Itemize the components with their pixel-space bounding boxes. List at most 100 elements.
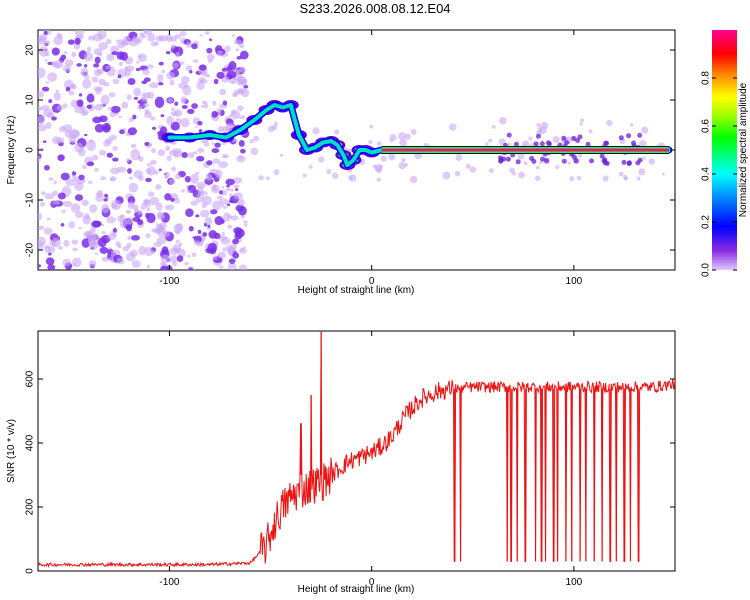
noise-speckle [169, 79, 175, 86]
noise-speckle [109, 134, 117, 141]
noise-speckle [150, 41, 158, 47]
noise-speckle [70, 83, 76, 89]
noise-speckle [195, 214, 200, 218]
noise-speckle [159, 126, 168, 135]
noise-speckle [84, 133, 88, 137]
noise-speckle [60, 172, 70, 181]
snr-ytick-label: 0 [25, 568, 36, 574]
noise-speckle [539, 141, 545, 147]
noise-speckle [139, 32, 145, 37]
noise-speckle [71, 171, 77, 176]
noise-speckle [212, 158, 221, 164]
snr-x-axis-label: Height of straight line (km) [298, 584, 415, 595]
noise-speckle [236, 55, 243, 60]
noise-speckle [217, 125, 225, 133]
noise-speckle [38, 236, 47, 247]
noise-speckle [52, 200, 61, 205]
noise-speckle [227, 215, 233, 219]
noise-speckle [38, 46, 49, 57]
noise-speckle [661, 172, 665, 176]
noise-speckle [43, 108, 53, 118]
noise-speckle [199, 209, 210, 218]
noise-speckle [86, 161, 95, 167]
noise-speckle [198, 129, 203, 134]
noise-speckle [465, 163, 471, 169]
noise-speckle [144, 246, 153, 257]
noise-speckle [240, 88, 250, 98]
noise-speckle [126, 210, 130, 213]
noise-speckle [220, 237, 231, 245]
noise-speckle [204, 31, 210, 35]
noise-speckle [185, 185, 190, 189]
spectrogram-xtick-label: 0 [369, 276, 375, 287]
noise-speckle [534, 175, 541, 182]
noise-speckle [546, 141, 552, 147]
noise-speckle [117, 74, 122, 79]
noise-speckle [176, 255, 184, 262]
noise-speckle [76, 99, 84, 107]
noise-speckle [206, 47, 213, 54]
noise-speckle [101, 123, 112, 133]
noise-speckle [160, 265, 170, 270]
noise-speckle [38, 264, 42, 268]
snr-ytick-label: 200 [25, 498, 36, 515]
noise-speckle [43, 227, 53, 235]
noise-speckle [91, 76, 99, 83]
noise-speckle [53, 92, 61, 101]
noise-speckle [240, 247, 244, 252]
noise-speckle [173, 62, 179, 69]
noise-speckle [638, 168, 646, 176]
noise-speckle [258, 175, 264, 181]
noise-speckle [226, 184, 230, 188]
noise-speckle [51, 61, 56, 67]
noise-speckle [195, 193, 205, 203]
noise-speckle [235, 48, 240, 52]
noise-speckle [507, 142, 512, 147]
noise-speckle [160, 114, 165, 118]
noise-speckle [226, 203, 231, 207]
noise-speckle [218, 198, 229, 205]
noise-speckle [158, 168, 162, 172]
noise-speckle [173, 154, 178, 158]
snr-ytick-label: 600 [25, 370, 36, 387]
noise-speckle [513, 141, 519, 147]
noise-speckle [179, 31, 187, 37]
noise-speckle [137, 105, 143, 110]
noise-speckle [138, 245, 147, 256]
noise-speckle [145, 233, 151, 239]
noise-speckle [211, 110, 218, 118]
noise-speckle [158, 61, 164, 66]
noise-speckle [212, 102, 217, 106]
noise-speckle [540, 156, 546, 162]
noise-speckle [136, 60, 140, 64]
noise-speckle [158, 35, 169, 42]
noise-speckle [74, 105, 84, 114]
noise-speckle [180, 96, 188, 103]
noise-speckle [89, 204, 98, 213]
noise-speckle [228, 193, 233, 197]
noise-speckle [87, 35, 95, 41]
noise-speckle [62, 65, 72, 72]
noise-speckle [567, 161, 571, 165]
noise-speckle [265, 176, 270, 181]
noise-speckle [38, 225, 45, 230]
noise-speckle [606, 119, 613, 127]
noise-speckle [48, 252, 52, 256]
noise-speckle [175, 223, 184, 231]
noise-speckle [376, 141, 382, 146]
noise-speckle [528, 136, 533, 141]
noise-speckle [58, 246, 63, 250]
noise-speckle [104, 193, 109, 198]
noise-speckle [219, 88, 227, 96]
spectrogram-y-axis-label: Frequency (Hz) [6, 116, 17, 185]
noise-speckle [222, 247, 227, 252]
noise-speckle [108, 92, 116, 98]
noise-speckle [196, 181, 206, 189]
noise-speckle [38, 124, 47, 132]
noise-speckle [636, 176, 641, 181]
noise-speckle [141, 92, 146, 98]
noise-speckle [130, 204, 134, 207]
noise-speckle [536, 122, 541, 128]
noise-speckle [128, 117, 134, 123]
